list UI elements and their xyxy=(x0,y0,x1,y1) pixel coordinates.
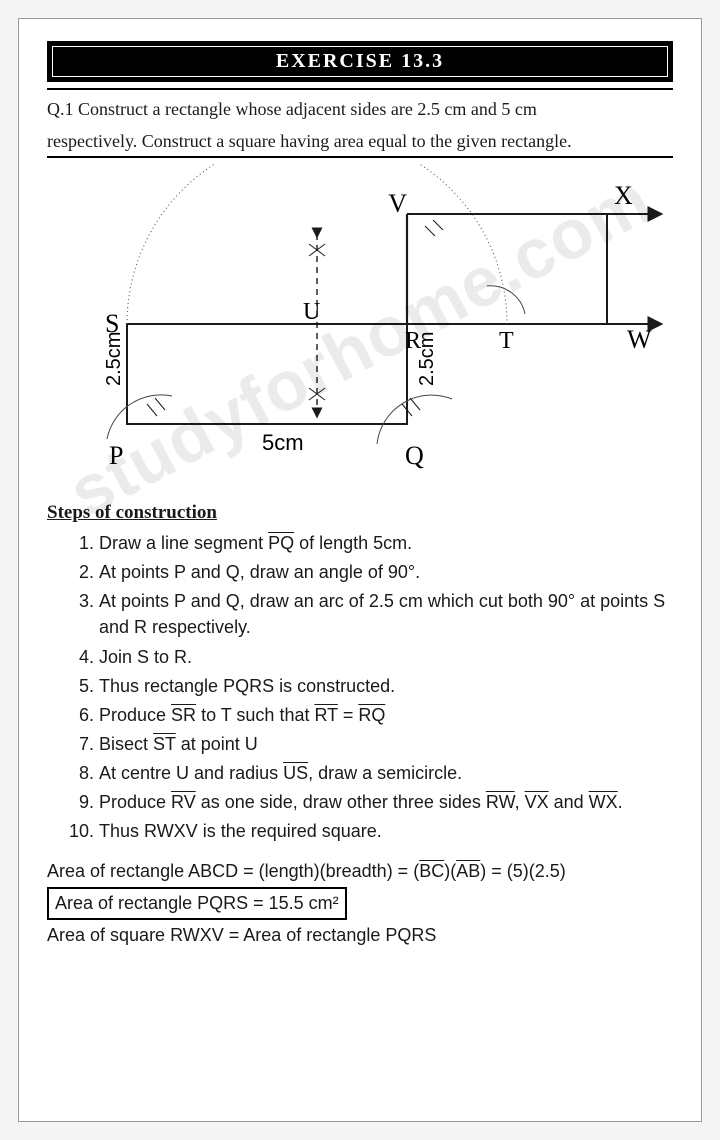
step: Join S to R. xyxy=(99,644,673,670)
svg-text:Q: Q xyxy=(405,441,424,470)
boxed-result: Area of rectangle PQRS = 15.5 cm² xyxy=(47,887,347,920)
svg-text:U: U xyxy=(303,299,320,325)
step: Produce RV as one side, draw other three… xyxy=(99,789,673,815)
step: Thus rectangle PQRS is constructed. xyxy=(99,673,673,699)
area-line-1: Area of rectangle ABCD = (length)(breadt… xyxy=(47,858,673,885)
construction-diagram: studyforhome.com xyxy=(47,164,673,494)
question-line-1: Q.1 Construct a rectangle whose adjacent… xyxy=(47,96,673,122)
steps-list: Draw a line segment PQ of length 5cm. At… xyxy=(47,530,673,844)
question-text-1: Construct a rectangle whose adjacent sid… xyxy=(78,99,537,119)
question-prefix: Q.1 xyxy=(47,99,74,119)
svg-text:V: V xyxy=(388,189,407,218)
svg-text:5cm: 5cm xyxy=(262,430,304,455)
step: At points P and Q, draw an angle of 90°. xyxy=(99,559,673,585)
step: Draw a line segment PQ of length 5cm. xyxy=(99,530,673,556)
svg-text:2.5cm: 2.5cm xyxy=(103,332,125,386)
diagram-svg: S U V X R T W P Q 5cm 2.5cm 2.5cm xyxy=(47,164,687,494)
svg-text:P: P xyxy=(109,441,123,470)
exercise-title: EXERCISE 13.3 xyxy=(276,50,444,72)
question-text-2: respectively. Construct a square having … xyxy=(47,131,572,151)
page: EXERCISE 13.3 Q.1 Construct a rectangle … xyxy=(18,18,702,1122)
step: At points P and Q, draw an arc of 2.5 cm… xyxy=(99,588,673,640)
svg-text:X: X xyxy=(614,181,633,210)
svg-text:2.5cm: 2.5cm xyxy=(416,332,438,386)
question-line-2: respectively. Construct a square having … xyxy=(47,128,673,158)
steps-heading: Steps of construction xyxy=(47,502,673,524)
step: At centre U and radius US, draw a semici… xyxy=(99,760,673,786)
svg-text:W: W xyxy=(627,325,652,354)
divider xyxy=(47,88,673,90)
svg-text:T: T xyxy=(499,328,514,354)
exercise-header: EXERCISE 13.3 xyxy=(47,41,673,82)
step: Bisect ST at point U xyxy=(99,731,673,757)
area-line-3: Area of square RWXV = Area of rectangle … xyxy=(47,922,673,949)
step: Thus RWXV is the required square. xyxy=(99,818,673,844)
area-line-2: Area of rectangle PQRS = 15.5 cm² xyxy=(47,887,673,920)
step: Produce SR to T such that RT = RQ xyxy=(99,702,673,728)
